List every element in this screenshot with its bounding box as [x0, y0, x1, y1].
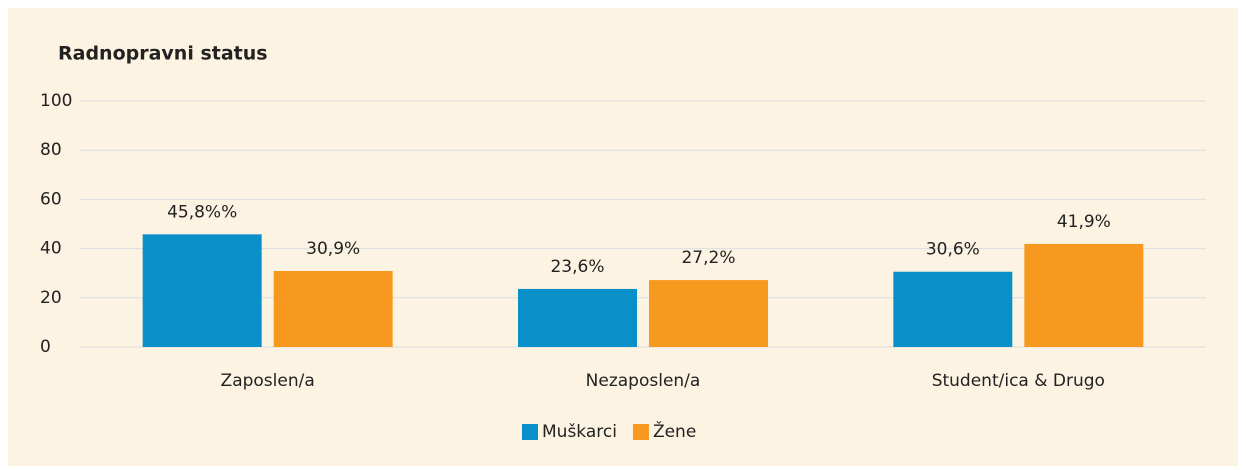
bar	[142, 234, 262, 347]
legend-label: Muškarci	[542, 422, 617, 442]
value-label: 30,9%	[306, 239, 360, 259]
bar	[273, 270, 393, 347]
y-tick-label: 60	[40, 189, 62, 209]
x-tick-label: Student/ica & Drugo	[932, 371, 1105, 391]
value-label: 45,8%%	[167, 202, 237, 222]
y-tick-label: 20	[40, 288, 62, 308]
value-label: 41,9%	[1057, 212, 1111, 232]
y-tick-label: 100	[40, 91, 72, 111]
bar	[893, 271, 1013, 347]
value-label: 30,6%	[926, 240, 980, 260]
legend-swatch	[632, 424, 649, 440]
legend-swatch	[522, 424, 538, 440]
bar	[1024, 243, 1144, 347]
x-tick-label: Nezaposlen/a	[586, 371, 701, 391]
y-tick-label: 40	[40, 239, 62, 259]
value-label: 27,2%	[681, 248, 735, 268]
y-tick-label: 0	[40, 337, 51, 357]
x-tick-label: Zaposlen/a	[221, 371, 315, 391]
legend-label: Žene	[653, 420, 696, 442]
y-tick-label: 80	[40, 140, 62, 160]
chart-title: Radnopravni status	[58, 43, 268, 65]
value-label: 23,6%	[550, 257, 604, 277]
bar	[518, 288, 637, 347]
bar	[649, 280, 768, 347]
